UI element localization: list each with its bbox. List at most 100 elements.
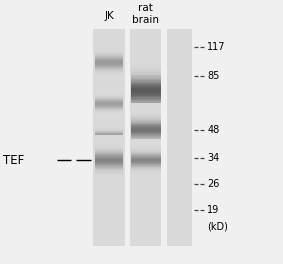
Bar: [95, 161, 123, 162]
Bar: [131, 133, 161, 134]
Bar: [131, 106, 161, 107]
Bar: [95, 179, 123, 180]
Bar: [95, 113, 123, 114]
Bar: [131, 139, 161, 140]
Bar: [131, 104, 161, 105]
Bar: [95, 117, 123, 118]
Bar: [95, 90, 123, 91]
Bar: [95, 62, 123, 63]
Bar: [131, 114, 161, 115]
Bar: [95, 101, 123, 102]
Bar: [131, 130, 161, 131]
Bar: [95, 124, 123, 125]
Bar: [95, 145, 123, 146]
Bar: [131, 117, 161, 119]
Bar: [95, 115, 123, 116]
Bar: [131, 173, 161, 174]
Bar: [95, 69, 123, 70]
Bar: [131, 77, 161, 79]
Bar: [131, 107, 161, 108]
Bar: [131, 169, 161, 170]
Bar: [131, 140, 161, 142]
Bar: [131, 150, 161, 152]
Bar: [131, 145, 161, 146]
Bar: [95, 149, 123, 150]
Bar: [95, 55, 123, 56]
Bar: [95, 91, 123, 92]
Bar: [95, 127, 123, 128]
Bar: [131, 51, 161, 53]
Bar: [95, 135, 123, 136]
Bar: [131, 128, 161, 129]
Bar: [95, 77, 123, 78]
Bar: [131, 98, 161, 100]
Bar: [131, 87, 161, 88]
Bar: [131, 85, 161, 87]
Bar: [131, 60, 161, 62]
Bar: [95, 75, 123, 76]
Bar: [131, 160, 161, 161]
Bar: [95, 142, 123, 143]
Bar: [131, 79, 161, 80]
Bar: [95, 80, 123, 81]
Bar: [95, 169, 123, 170]
Bar: [95, 154, 123, 155]
Bar: [131, 141, 161, 142]
Bar: [131, 152, 161, 153]
Bar: [131, 118, 161, 119]
Bar: [131, 89, 161, 91]
Bar: [95, 132, 123, 133]
Bar: [95, 142, 123, 143]
Bar: [95, 126, 123, 127]
Bar: [95, 138, 123, 139]
Bar: [95, 168, 123, 169]
Bar: [131, 164, 161, 165]
Bar: [131, 162, 161, 163]
Bar: [95, 139, 123, 140]
Bar: [95, 139, 123, 140]
Bar: [131, 177, 161, 178]
Bar: [95, 173, 123, 175]
Bar: [95, 170, 123, 171]
Bar: [167, 29, 192, 246]
Bar: [95, 57, 123, 58]
Bar: [131, 180, 161, 181]
Bar: [131, 102, 161, 104]
Bar: [95, 95, 123, 96]
Bar: [131, 131, 161, 132]
Bar: [95, 79, 123, 80]
Bar: [130, 29, 161, 246]
Bar: [95, 56, 123, 57]
Bar: [131, 121, 161, 122]
Bar: [131, 172, 161, 173]
Bar: [95, 49, 123, 50]
Bar: [131, 122, 161, 123]
Bar: [95, 133, 123, 134]
Bar: [95, 116, 123, 117]
Bar: [131, 154, 161, 155]
Bar: [95, 136, 123, 137]
Bar: [131, 151, 161, 152]
Bar: [95, 148, 123, 149]
Bar: [131, 113, 161, 115]
Bar: [131, 110, 161, 112]
Bar: [95, 112, 123, 113]
Bar: [95, 183, 123, 184]
Bar: [95, 172, 123, 173]
Bar: [95, 94, 123, 95]
Bar: [131, 129, 161, 130]
Bar: [131, 88, 161, 89]
Bar: [95, 150, 123, 151]
Bar: [131, 144, 161, 145]
Bar: [131, 171, 161, 172]
Bar: [131, 121, 161, 122]
Bar: [131, 174, 161, 175]
Bar: [131, 147, 161, 148]
Bar: [95, 153, 123, 154]
Bar: [131, 111, 161, 112]
Bar: [131, 143, 161, 144]
Text: 34: 34: [207, 153, 219, 163]
Bar: [95, 167, 123, 168]
Bar: [95, 95, 123, 96]
Bar: [95, 128, 123, 129]
